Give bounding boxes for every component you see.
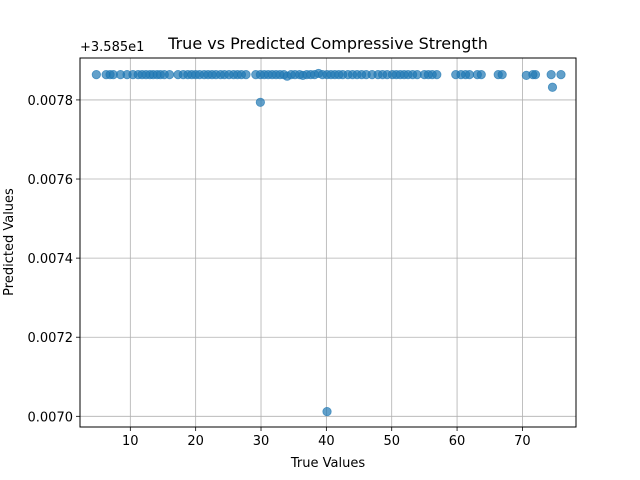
y-axis-label: Predicted Values	[2, 188, 17, 296]
chart-title: True vs Predicted Compressive Strength	[167, 34, 488, 53]
data-point	[255, 97, 265, 107]
x-tick-label: 50	[383, 434, 400, 449]
x-tick-label: 30	[253, 434, 270, 449]
data-points	[91, 68, 566, 417]
y-tick-label: 0.0072	[28, 331, 74, 346]
data-point	[322, 406, 332, 417]
y-tick-label: 0.0076	[28, 173, 74, 188]
data-point	[547, 82, 558, 92]
y-tick-label: 0.0078	[28, 94, 74, 109]
y-offset-label: +3.585e1	[80, 40, 144, 55]
data-point	[546, 70, 556, 80]
data-point	[241, 70, 251, 80]
y-axis-ticks: 0.0070 0.0072 0.0074 0.0076 0.0078	[28, 94, 80, 425]
grid	[80, 58, 576, 427]
data-point	[432, 70, 442, 80]
data-point	[497, 70, 507, 80]
x-axis-label: True Values	[290, 456, 365, 471]
data-point	[476, 70, 486, 80]
x-tick-label: 40	[318, 434, 335, 449]
x-tick-label: 70	[514, 434, 531, 449]
plot-frame	[79, 57, 577, 428]
y-tick-label: 0.0074	[28, 252, 74, 267]
x-tick-label: 10	[122, 434, 139, 449]
x-tick-label: 60	[449, 434, 466, 449]
data-point	[556, 70, 566, 80]
x-tick-label: 20	[187, 434, 204, 449]
data-point	[530, 70, 541, 80]
data-point	[464, 70, 475, 80]
data-point	[91, 70, 101, 80]
data-point	[164, 70, 175, 80]
y-tick-label: 0.0070	[28, 410, 74, 425]
x-axis-ticks: 10 20 30 40 50 60 70	[122, 427, 531, 449]
